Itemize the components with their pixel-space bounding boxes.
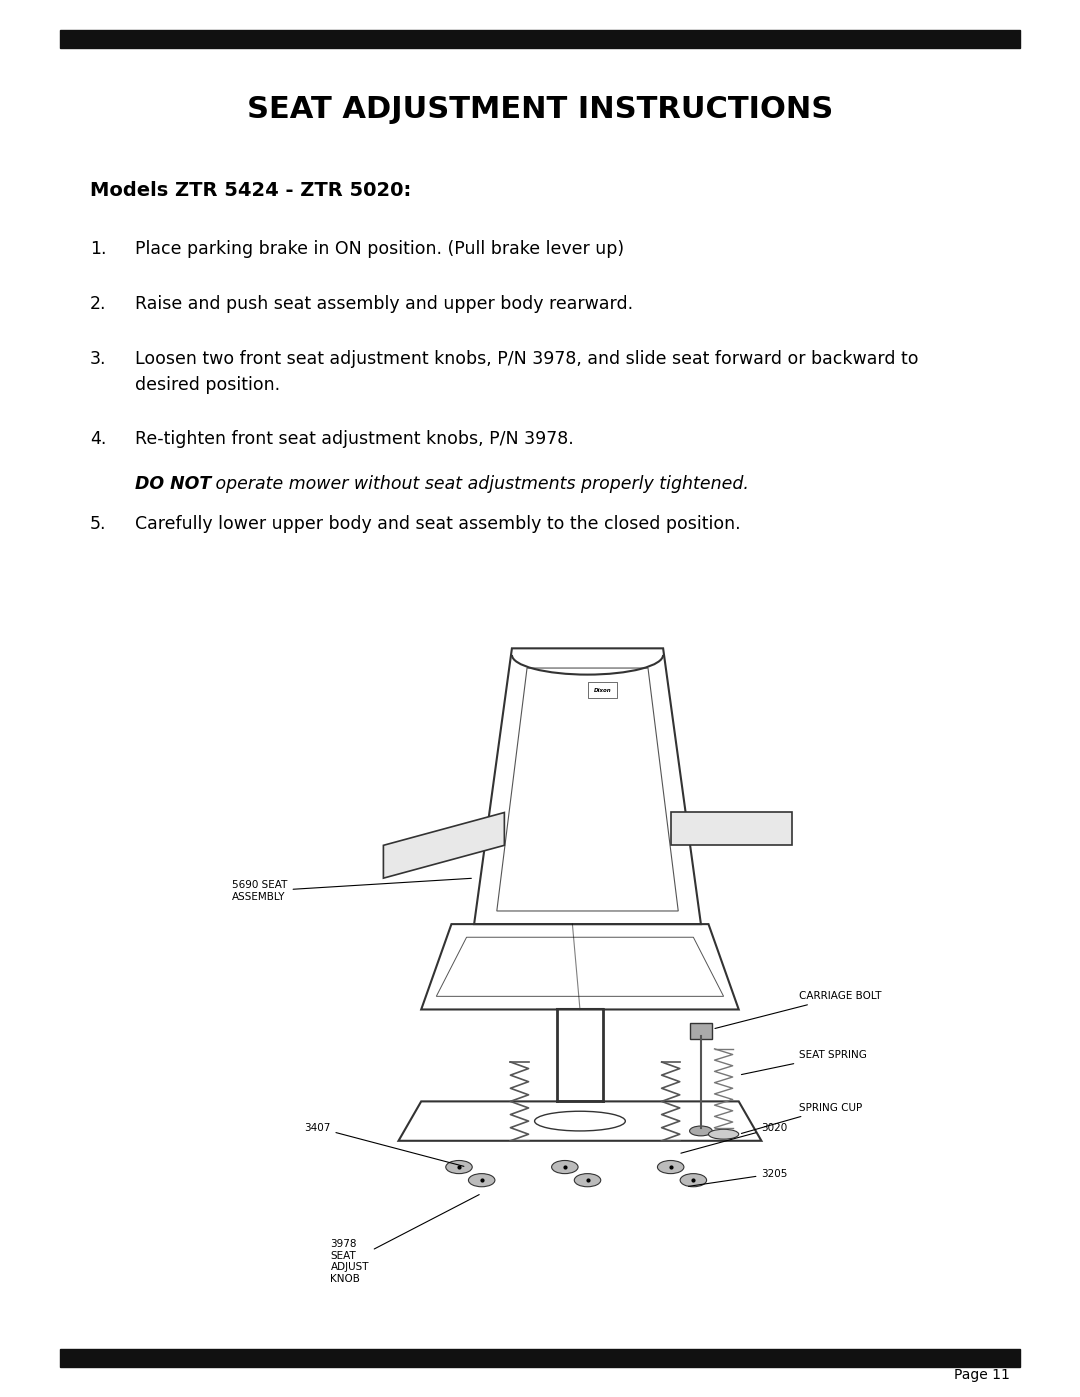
- Ellipse shape: [708, 1129, 739, 1139]
- Ellipse shape: [446, 1161, 472, 1173]
- Ellipse shape: [469, 1173, 495, 1187]
- Text: 3978
SEAT
ADJUST
KNOB: 3978 SEAT ADJUST KNOB: [330, 1194, 480, 1284]
- Bar: [689, 1023, 712, 1039]
- Bar: [60, 29, 1020, 47]
- Text: SPRING CUP: SPRING CUP: [741, 1104, 863, 1133]
- Ellipse shape: [552, 1161, 578, 1173]
- Text: Carefully lower upper body and seat assembly to the closed position.: Carefully lower upper body and seat asse…: [135, 515, 741, 534]
- Text: SEAT SPRING: SEAT SPRING: [742, 1051, 867, 1074]
- Text: SEAT ADJUSTMENT INSTRUCTIONS: SEAT ADJUSTMENT INSTRUCTIONS: [247, 95, 833, 124]
- Text: 3407: 3407: [305, 1123, 464, 1166]
- Text: Models ZTR 5424 - ZTR 5020:: Models ZTR 5424 - ZTR 5020:: [90, 180, 411, 200]
- Text: Raise and push seat assembly and upper body rearward.: Raise and push seat assembly and upper b…: [135, 295, 633, 313]
- Text: Re-tighten front seat adjustment knobs, P/N 3978.: Re-tighten front seat adjustment knobs, …: [135, 430, 573, 448]
- Ellipse shape: [575, 1173, 600, 1187]
- Text: 5690 SEAT
ASSEMBLY: 5690 SEAT ASSEMBLY: [232, 879, 471, 902]
- Text: Page 11: Page 11: [954, 1368, 1010, 1382]
- Ellipse shape: [689, 1126, 713, 1136]
- Text: Dixon: Dixon: [594, 687, 611, 693]
- Text: DO NOT: DO NOT: [135, 475, 212, 493]
- Ellipse shape: [658, 1161, 684, 1173]
- Text: Place parking brake in ON position. (Pull brake lever up): Place parking brake in ON position. (Pul…: [135, 240, 624, 258]
- Bar: [60, 1350, 1020, 1368]
- Text: 5.: 5.: [90, 515, 107, 534]
- Polygon shape: [383, 813, 504, 879]
- Polygon shape: [671, 813, 792, 845]
- Text: 3020: 3020: [680, 1123, 787, 1153]
- Ellipse shape: [680, 1173, 706, 1187]
- Text: 3205: 3205: [689, 1169, 787, 1186]
- Text: CARRIAGE BOLT: CARRIAGE BOLT: [715, 992, 881, 1028]
- Text: 1.: 1.: [90, 240, 107, 258]
- Text: 4.: 4.: [90, 430, 106, 448]
- Text: 3.: 3.: [90, 351, 107, 367]
- Text: operate mower without seat adjustments properly tightened.: operate mower without seat adjustments p…: [210, 475, 748, 493]
- Text: Loosen two front seat adjustment knobs, P/N 3978, and slide seat forward or back: Loosen two front seat adjustment knobs, …: [135, 351, 918, 394]
- Text: 2.: 2.: [90, 295, 107, 313]
